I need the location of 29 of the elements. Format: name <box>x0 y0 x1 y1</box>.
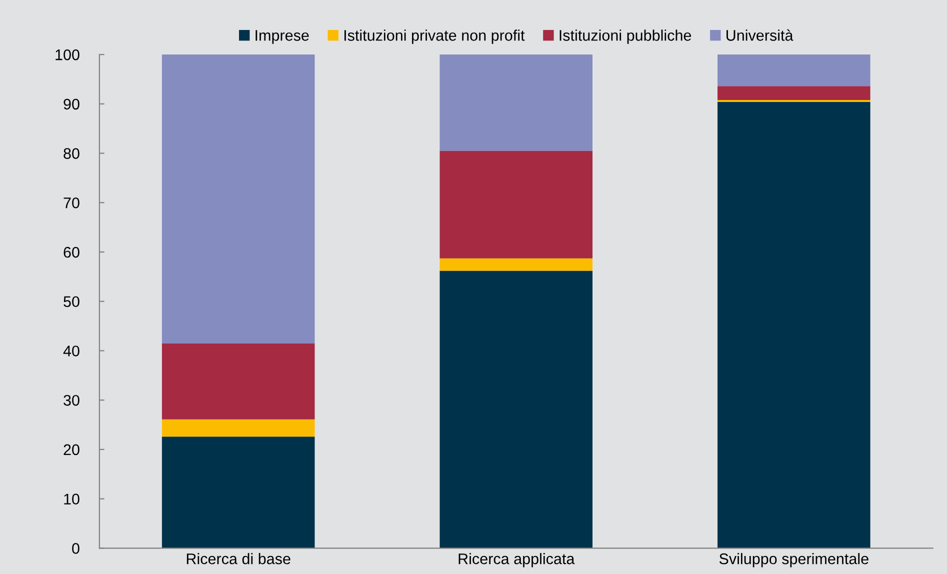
x-tick-label: Ricerca applicata <box>458 553 575 568</box>
y-tick-label: 100 <box>56 49 80 60</box>
x-tick-label: Ricerca di base <box>186 553 290 564</box>
legend-label: Imprese <box>256 30 309 44</box>
y-tick-label: 0 <box>72 543 80 554</box>
bar <box>162 436 315 548</box>
bar <box>162 343 315 420</box>
y-tick-label: 40 <box>63 346 80 356</box>
legend-label: Istituzioni pubbliche <box>560 30 692 44</box>
bar <box>718 86 870 100</box>
y-tick-label: 50 <box>64 296 80 308</box>
bar <box>440 270 593 548</box>
y-tick-label: 20 <box>64 444 80 456</box>
y-tick-label: 80 <box>64 148 80 159</box>
y-tick-label: 60 <box>64 246 80 258</box>
bar <box>440 258 593 271</box>
bar <box>718 54 870 86</box>
bar <box>440 54 593 151</box>
y-tick-label: 70 <box>64 197 80 208</box>
bar <box>162 54 315 344</box>
bar <box>440 150 593 258</box>
legend-label: Università <box>726 29 794 41</box>
y-tick-label: 90 <box>64 98 80 110</box>
x-tick-label: Sviluppo sperimentale <box>719 553 868 568</box>
legend-label: Istituzioni private non profit <box>344 30 525 44</box>
bar <box>162 419 315 437</box>
y-tick-label: 10 <box>64 494 80 504</box>
y-tick-label: 30 <box>64 394 80 406</box>
bar <box>718 102 870 548</box>
